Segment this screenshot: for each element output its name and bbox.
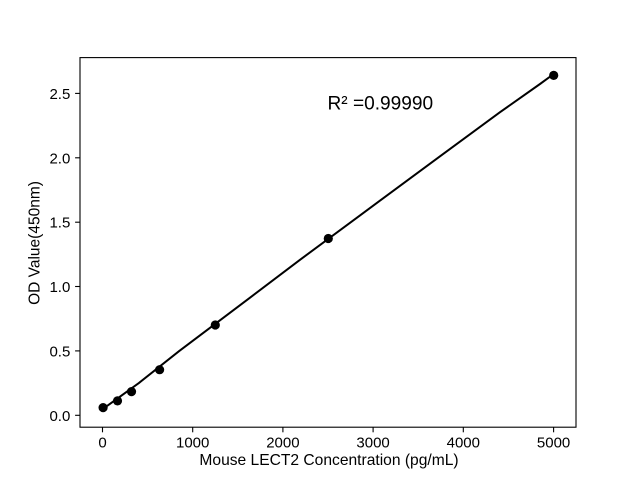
svg-text:0.5: 0.5 [49, 343, 70, 360]
svg-text:1.0: 1.0 [49, 279, 70, 296]
svg-text:1.5: 1.5 [49, 215, 70, 232]
svg-text:0: 0 [98, 435, 106, 452]
svg-text:0.0: 0.0 [49, 408, 70, 425]
svg-text:R² =0.99990: R² =0.99990 [328, 93, 434, 114]
svg-text:OD Value(450nm): OD Value(450nm) [27, 181, 44, 305]
svg-text:1000: 1000 [176, 435, 209, 452]
svg-text:3000: 3000 [356, 435, 389, 452]
svg-text:Mouse LECT2 Concentration (pg/: Mouse LECT2 Concentration (pg/mL) [199, 452, 458, 469]
svg-text:2.5: 2.5 [49, 86, 70, 103]
svg-text:2000: 2000 [266, 435, 299, 452]
svg-text:4000: 4000 [447, 435, 480, 452]
svg-text:2.0: 2.0 [49, 150, 70, 167]
svg-text:5000: 5000 [537, 435, 570, 452]
